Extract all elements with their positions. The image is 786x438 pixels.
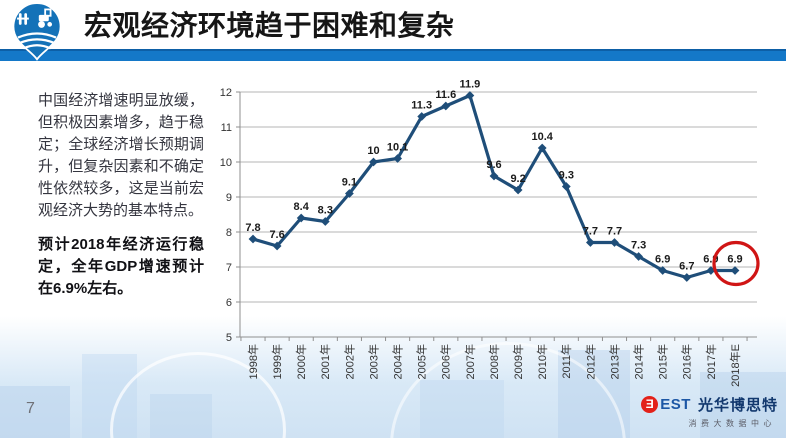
svg-text:5: 5: [226, 332, 232, 344]
svg-text:6: 6: [226, 297, 232, 309]
svg-text:9: 9: [226, 192, 232, 204]
best-logo-icon: Ǝ: [641, 396, 659, 413]
svg-text:7: 7: [226, 262, 232, 274]
svg-text:2003年: 2003年: [366, 344, 380, 379]
svg-text:2018年E: 2018年E: [728, 344, 742, 387]
footer-company-subtitle: 消费大数据中心: [688, 419, 776, 428]
slide-title: 宏观经济环境趋于困难和复杂: [84, 10, 455, 41]
svg-text:6.7: 6.7: [679, 261, 694, 273]
svg-text:8: 8: [226, 227, 232, 239]
svg-text:8.4: 8.4: [294, 201, 310, 213]
svg-text:2000年: 2000年: [294, 344, 308, 379]
svg-text:1999年: 1999年: [270, 344, 284, 379]
svg-text:7.3: 7.3: [631, 240, 646, 252]
svg-text:6.9: 6.9: [655, 254, 670, 266]
svg-text:11.9: 11.9: [459, 79, 480, 91]
page-number: 7: [26, 400, 35, 417]
svg-text:2017年: 2017年: [704, 344, 718, 379]
svg-text:2007年: 2007年: [463, 344, 477, 379]
svg-text:2016年: 2016年: [680, 344, 694, 379]
svg-text:7.7: 7.7: [607, 226, 622, 238]
svg-text:8.3: 8.3: [318, 205, 333, 217]
svg-text:10: 10: [367, 145, 379, 157]
svg-text:7.6: 7.6: [269, 229, 284, 241]
svg-text:9.3: 9.3: [559, 170, 574, 182]
background-cityscape: [0, 316, 786, 438]
farm-drop-logo-icon: [12, 2, 62, 61]
best-logo-text: EST: [660, 396, 691, 413]
svg-text:11.6: 11.6: [435, 89, 456, 101]
commentary-panel: 中国经济增速明显放缓，但积极因素增多，趋于稳定；全球经济增长预期调升，但复杂因素…: [38, 90, 204, 300]
svg-text:11.3: 11.3: [411, 100, 432, 112]
svg-text:2015年: 2015年: [656, 344, 670, 379]
svg-text:10: 10: [220, 157, 232, 169]
svg-text:9.6: 9.6: [486, 159, 501, 171]
svg-text:2001年: 2001年: [318, 344, 332, 379]
svg-text:2005年: 2005年: [415, 344, 429, 379]
svg-text:9.2: 9.2: [510, 173, 525, 185]
svg-text:10.1: 10.1: [387, 142, 408, 154]
svg-text:11: 11: [221, 122, 232, 134]
svg-text:2004年: 2004年: [390, 344, 404, 379]
background-building: [0, 386, 70, 438]
svg-text:2002年: 2002年: [342, 344, 356, 379]
svg-text:2013年: 2013年: [607, 344, 621, 379]
footer-brand-row: Ǝ EST 光华博思特: [641, 394, 778, 415]
svg-text:2006年: 2006年: [439, 344, 453, 379]
svg-text:12: 12: [220, 87, 232, 99]
background-building: [700, 372, 786, 438]
header-accent-bar: [0, 49, 786, 61]
svg-text:2008年: 2008年: [487, 344, 501, 379]
commentary-paragraph-2: 预计2018年经济运行稳定，全年GDP增速预计在6.9%左右。: [38, 236, 204, 297]
svg-text:6.9: 6.9: [727, 254, 742, 266]
svg-text:2009年: 2009年: [511, 344, 525, 379]
svg-text:9.1: 9.1: [342, 177, 357, 189]
svg-text:7.8: 7.8: [245, 222, 260, 234]
svg-text:2014年: 2014年: [631, 344, 645, 379]
svg-text:2012年: 2012年: [583, 344, 597, 379]
svg-text:7.7: 7.7: [583, 226, 598, 238]
svg-text:2010年: 2010年: [535, 344, 549, 379]
footer-company-name: 光华博思特: [697, 397, 778, 414]
svg-text:10.4: 10.4: [531, 131, 553, 143]
svg-text:2011年: 2011年: [559, 344, 573, 379]
gdp-growth-line-chart: 5 6 7 8 9 10 11 12 1998年 1999年 2000年 2001年 2002年 2003…: [220, 79, 760, 387]
footer-brand-logo: Ǝ EST 光华博思特 消费大数据中心: [641, 394, 778, 429]
commentary-paragraph-1: 中国经济增速明显放缓，但积极因素增多，趋于稳定；全球经济增长预期调升，但复杂因素…: [38, 92, 204, 219]
svg-text:1998年: 1998年: [246, 344, 260, 379]
